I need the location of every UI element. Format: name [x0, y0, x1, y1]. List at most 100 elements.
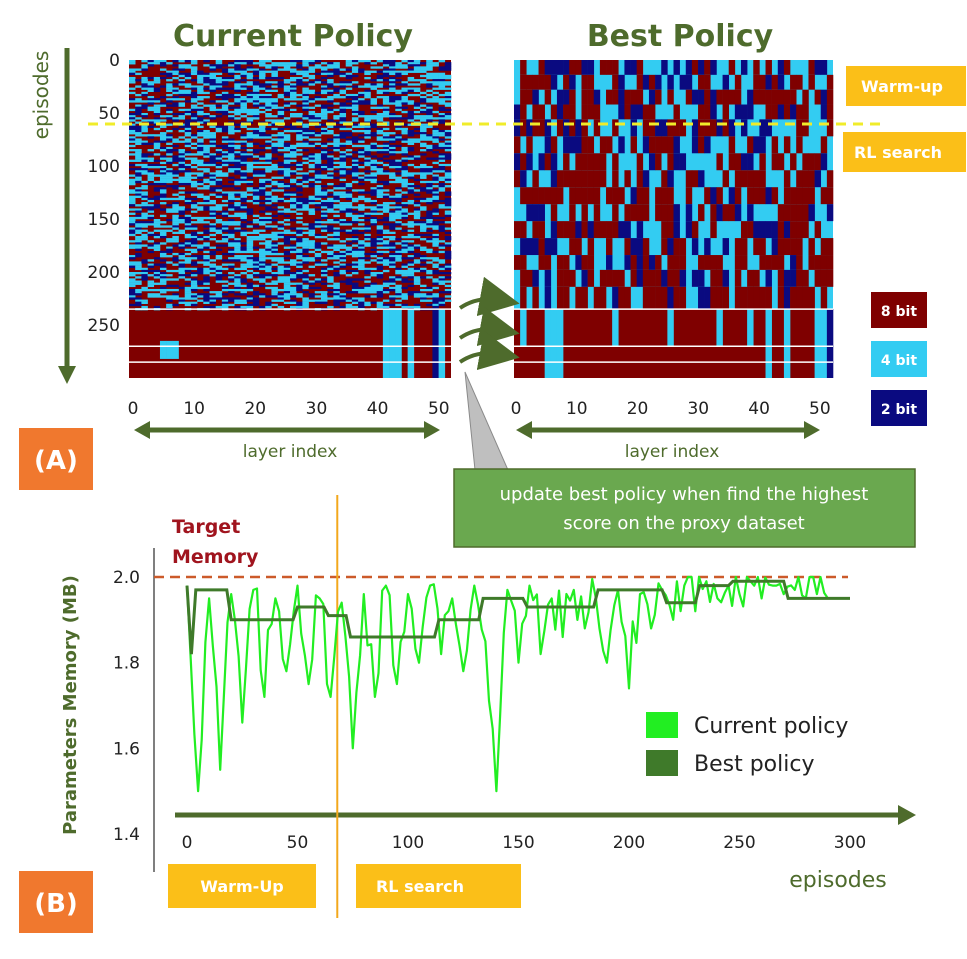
heatmap-cell — [277, 278, 285, 281]
heatmap-cell — [265, 244, 272, 247]
heatmap-cell — [339, 210, 347, 213]
heatmap-cell — [432, 263, 439, 266]
heatmap-cell — [382, 60, 390, 63]
heatmap-cell — [327, 96, 334, 99]
heatmap-cell — [345, 155, 353, 158]
heatmap-cell — [820, 269, 828, 287]
heatmap-cell — [320, 149, 328, 152]
heatmap-cell — [376, 170, 384, 173]
heatmap-cell — [407, 199, 415, 203]
heatmap-cell — [203, 229, 210, 232]
heatmap-cell — [147, 197, 155, 201]
heatmap-cell — [389, 96, 396, 99]
heatmap-cell — [302, 132, 309, 135]
heatmap-cell — [314, 263, 322, 266]
legend-4bit-label: 4 bit — [881, 353, 917, 369]
heatmap-cell — [172, 157, 179, 160]
heatmap-cell — [296, 212, 303, 215]
heatmap-cell — [141, 87, 148, 90]
heatmap-cell — [826, 204, 834, 222]
heatmap-cell — [240, 134, 247, 137]
heatmap-cell — [345, 238, 353, 241]
heatmap-cell — [426, 170, 433, 173]
heatmap-cell — [358, 265, 365, 268]
heatmap-cell — [271, 286, 278, 290]
heatmap-cell — [271, 219, 278, 222]
heatmap-cell — [333, 293, 340, 296]
heatmap-cell — [432, 297, 439, 300]
heatmap-cell — [240, 87, 247, 90]
heatmap-cell — [190, 134, 198, 137]
heatmap-cell — [271, 106, 278, 109]
heatmap-cell — [376, 70, 384, 73]
heatmap-cell — [364, 212, 371, 215]
heatmap-cell — [308, 259, 316, 262]
heatmap-cell — [314, 248, 322, 251]
heatmap-cell — [283, 291, 291, 294]
heatmap-cell — [444, 98, 452, 101]
heatmap-cell — [826, 104, 834, 120]
heatmap-cell — [320, 267, 328, 271]
heatmap-cell — [420, 284, 427, 288]
heatmap-cell — [395, 272, 402, 275]
heatmap-cell — [370, 238, 377, 241]
heatmap-cell — [420, 91, 427, 95]
heatmap-cell — [302, 127, 309, 131]
heatmap-cell — [228, 278, 235, 281]
heatmap-cell — [308, 195, 316, 198]
heatmap-cell — [203, 267, 210, 271]
heatmap-cell — [345, 269, 353, 273]
heatmap-cell — [376, 274, 384, 277]
heatmap-cell — [407, 129, 415, 133]
heatmap-cell — [376, 252, 384, 256]
heatmap-cell — [159, 76, 167, 80]
heatmap-cell — [129, 204, 136, 207]
heatmap-cell — [569, 60, 576, 75]
heatmap-cell — [802, 170, 809, 188]
heatmap-cell — [252, 142, 260, 145]
heatmap-cell — [240, 161, 247, 165]
heatmap-cell — [698, 60, 705, 75]
heatmap-cell — [413, 259, 421, 262]
heatmap-cell — [135, 261, 142, 264]
heatmap-cell — [308, 208, 316, 211]
heatmap-cell — [636, 255, 644, 270]
heatmap-cell — [413, 280, 421, 283]
heatmap-cell — [296, 115, 303, 118]
heatmap-cell — [190, 231, 198, 235]
heatmap-cell — [407, 115, 415, 118]
heatmap-cell — [190, 197, 198, 201]
heatmap-cell — [351, 288, 359, 292]
heatmap-cell — [327, 208, 334, 211]
heatmap-cell — [296, 180, 303, 184]
heatmap-cell — [426, 180, 433, 184]
heatmap-cell — [364, 170, 371, 173]
heatmap-cell — [790, 74, 797, 90]
heatmap-cell — [413, 64, 421, 67]
heatmap-cell — [376, 119, 384, 122]
note-line-2: score on the proxy dataset — [563, 513, 804, 534]
heatmap-cell — [228, 250, 235, 254]
heatmap-cell — [395, 259, 402, 262]
heatmap-cell — [401, 87, 408, 90]
heatmap-cell — [234, 89, 241, 92]
heatmap-cell — [593, 153, 601, 171]
heatmap-cell — [395, 178, 402, 182]
heatmap-cell — [382, 219, 390, 222]
heatmap-cell — [426, 168, 433, 171]
heatmap-cell — [389, 246, 396, 249]
heatmap-cell — [740, 153, 748, 171]
heatmap-cell — [172, 225, 179, 228]
heatmap-cell — [358, 240, 365, 243]
heatmap-cell — [290, 286, 297, 290]
heatmap-cell — [141, 180, 148, 184]
heatmap-cell — [283, 293, 291, 296]
heatmap-cell — [265, 235, 272, 239]
heatmap-cell — [438, 303, 446, 307]
heatmap-cell — [401, 244, 408, 247]
heatmap-cell — [420, 216, 427, 220]
heatmap-cell — [296, 72, 303, 76]
heatmap-cell — [265, 76, 272, 80]
heatmap-cell — [296, 113, 303, 116]
heatmap-cell — [234, 110, 241, 114]
